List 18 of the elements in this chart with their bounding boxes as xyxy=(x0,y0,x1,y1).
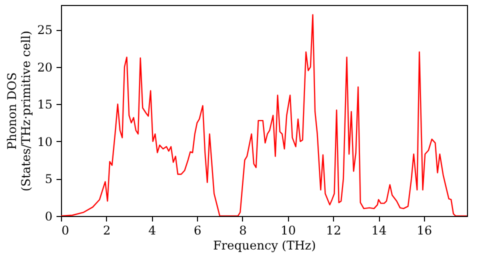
y-tick-label: 10 xyxy=(37,134,52,149)
x-tick-label: 4 xyxy=(148,224,156,238)
x-tick-label: 16 xyxy=(416,224,432,238)
y-tick-label: 15 xyxy=(37,98,52,112)
y-tick-label: 0 xyxy=(44,210,52,224)
y-axis-title: Phonon DOS (States/THz·primitive cell) xyxy=(5,30,34,192)
x-tick-label: 8 xyxy=(239,224,247,238)
y-tick-label: 5 xyxy=(44,172,52,186)
y-tick-label: 25 xyxy=(37,23,52,38)
y-tick-label: 20 xyxy=(37,60,52,74)
x-tick-label: 12 xyxy=(326,224,342,238)
x-tick-label: 6 xyxy=(194,224,202,238)
x-tick-label: 0 xyxy=(62,224,70,238)
x-tick-label: 14 xyxy=(371,224,388,238)
x-axis-title: Frequency (THz) xyxy=(213,238,316,252)
line-series xyxy=(61,14,467,216)
x-tick-label: 10 xyxy=(280,224,296,238)
x-tick-label: 2 xyxy=(103,224,111,238)
